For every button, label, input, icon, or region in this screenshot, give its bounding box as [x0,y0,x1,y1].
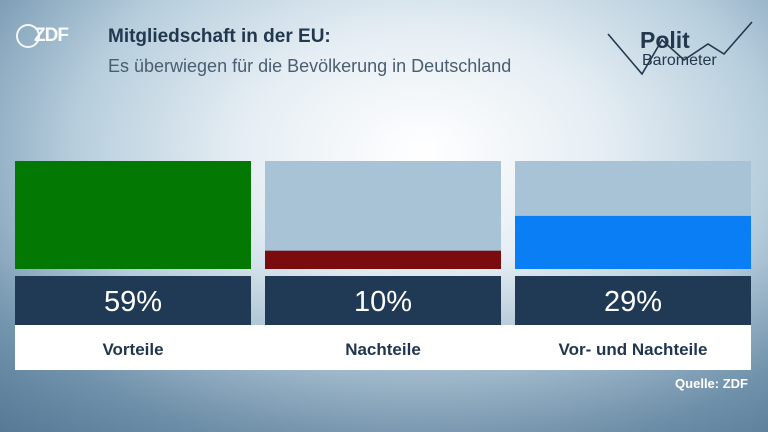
category-label: Vorteile [102,340,163,359]
chart-title: Mitgliedschaft in der EU: [108,26,331,47]
zdf-logo: ZDF [16,24,78,50]
value-label: 29% [604,286,662,318]
zdf-logo-icon [16,24,40,48]
bar-1 [15,161,251,269]
bar-2 [265,250,501,269]
value-label-box [15,276,251,325]
category-label: Nachteile [345,340,421,359]
value-label-box [265,276,501,325]
politbarometer-zigzag-icon [607,21,753,76]
politbarometer-logo: Polit Barometer [600,14,760,94]
category-strip [15,325,751,370]
value-label-box [515,276,751,325]
chart-subtitle: Es überwiegen für die Bevölkerung in Deu… [108,56,512,76]
category-label: Vor- und Nachteile [559,340,708,359]
bar-3 [515,215,751,269]
value-label: 59% [104,286,162,318]
source-note: Quelle: ZDF [675,376,748,391]
zdf-logo-text: ZDF [34,25,69,46]
politbarometer-word-barometer: Barometer [642,52,717,69]
value-label: 10% [354,286,412,318]
politbarometer-word-polit: Polit [640,27,690,53]
